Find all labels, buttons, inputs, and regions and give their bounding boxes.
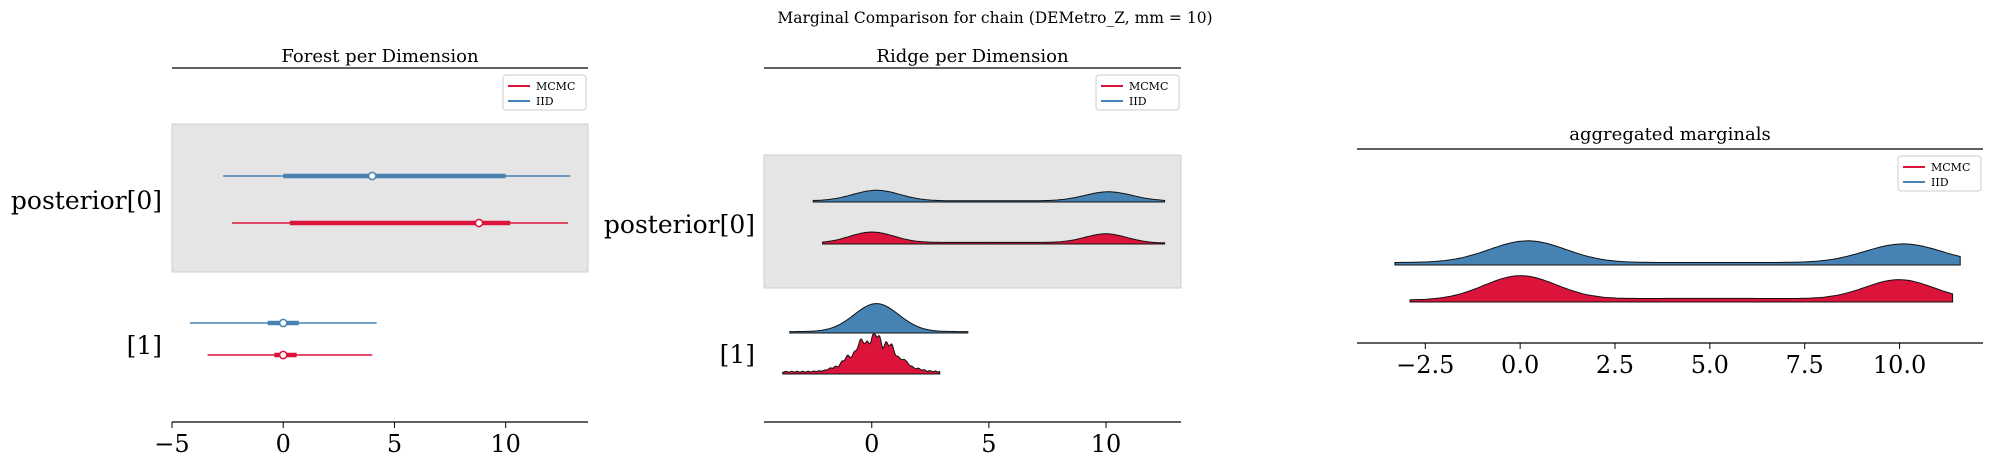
x-tick-label: 5 [387, 430, 402, 458]
figure-suptitle: Marginal Comparison for chain (DEMetro_Z… [777, 9, 1212, 27]
aggregated-ridge-mcmc [1409, 275, 1954, 303]
ridge-panel: Ridge per Dimension 0 5 10 posterior[0] [1] MC… [604, 46, 1182, 458]
row-band [171, 123, 589, 273]
panel-title: aggregated marginals [1569, 124, 1770, 145]
forest-median [474, 218, 484, 228]
row-label: [1] [720, 340, 755, 369]
legend-label: MCMC [536, 80, 575, 93]
x-tick-label: 5 [981, 430, 996, 458]
x-tick-label: 2.5 [1596, 351, 1634, 379]
ridge-iid [812, 189, 1166, 203]
aggregated-panel: aggregated marginals −2.5 0.0 2.5 5.0 7.5 10.0… [1357, 124, 1983, 379]
ridge-mcmc [822, 231, 1166, 245]
row-band [763, 154, 1182, 289]
row-label: posterior[0] [604, 210, 755, 239]
forest-median [278, 318, 288, 328]
legend-label: MCMC [1129, 80, 1168, 93]
x-tick-label: 10 [1091, 430, 1122, 458]
legend-label: MCMC [1931, 161, 1970, 174]
aggregated-ridge-iid [1394, 240, 1961, 266]
x-tick-label: −5 [154, 430, 189, 458]
x-tick-label: 0 [864, 430, 879, 458]
x-tick-label: 5.0 [1691, 351, 1729, 379]
row-label: posterior[0] [11, 186, 162, 215]
row-label: [1] [127, 331, 162, 360]
legend-label: IID [1931, 176, 1949, 189]
panel-title: Ridge per Dimension [876, 46, 1069, 67]
forest-median [278, 350, 288, 360]
x-tick-label: −2.5 [1396, 351, 1454, 379]
x-tick-label: 10 [490, 430, 521, 458]
forest-median [367, 171, 377, 181]
forest-panel: Forest per Dimension −5 0 5 10 posterior[0] [1… [11, 46, 589, 458]
ridge-mcmc [782, 333, 941, 375]
legend-label: IID [1129, 95, 1147, 108]
legend-label: IID [536, 95, 554, 108]
ridge-iid [789, 303, 969, 334]
x-tick-label: 0 [276, 430, 291, 458]
x-tick-label: 7.5 [1786, 351, 1824, 379]
panel-title: Forest per Dimension [281, 46, 479, 67]
x-tick-label: 0.0 [1501, 351, 1539, 379]
x-tick-label: 10.0 [1873, 351, 1926, 379]
